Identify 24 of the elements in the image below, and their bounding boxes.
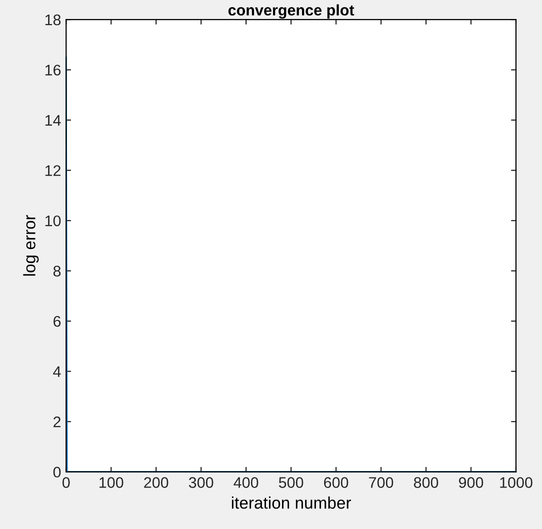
y-tick-label: 16 — [45, 64, 61, 76]
y-axis-title: log error — [23, 214, 39, 276]
y-tick-label: 12 — [45, 165, 60, 176]
x-tick-label: 700 — [369, 477, 394, 488]
x-tick-label: 0 — [62, 477, 70, 488]
x-tick-label: 500 — [278, 477, 304, 488]
x-tick-label: 200 — [144, 477, 168, 488]
y-tick-label: 6 — [54, 316, 61, 327]
x-tick-label: 800 — [414, 477, 438, 488]
x-tick-label: 1000 — [500, 477, 532, 488]
y-tick-label: 2 — [54, 416, 60, 428]
y-tick-label: 8 — [53, 266, 61, 277]
x-tick-label: 400 — [234, 477, 258, 488]
x-tick-label: 600 — [324, 477, 348, 488]
x-axis-title: iteration number — [232, 496, 351, 509]
y-tick-label: 18 — [45, 14, 61, 26]
x-tick-label: 900 — [458, 477, 484, 488]
y-tick-label: 0 — [53, 466, 61, 478]
y-tick-label: 10 — [45, 215, 61, 226]
x-tick-label: 100 — [100, 477, 124, 488]
y-tick-label: 14 — [45, 115, 61, 126]
x-tick-label: 300 — [188, 477, 214, 488]
chart-title: convergence plot — [228, 4, 354, 19]
y-tick-label: 4 — [53, 366, 61, 377]
